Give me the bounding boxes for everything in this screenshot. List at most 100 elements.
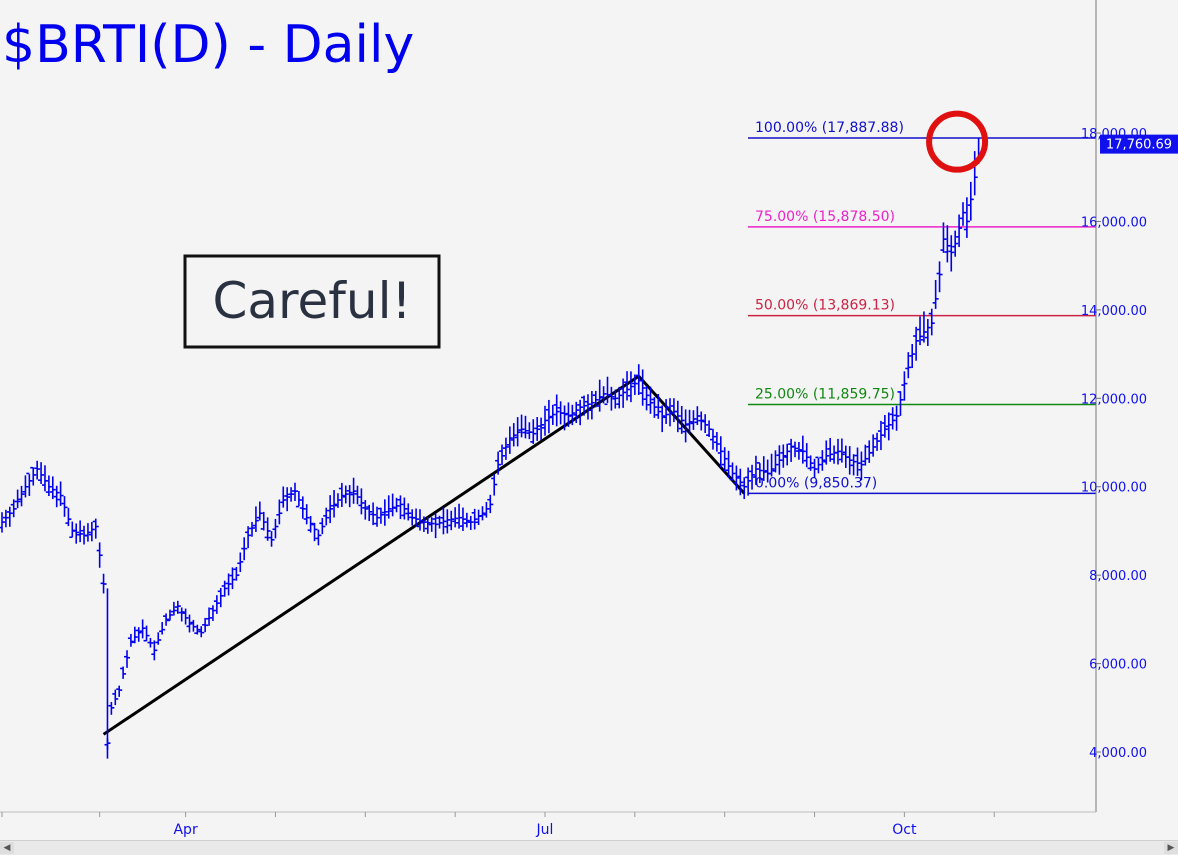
y-tick-label: 4,000.00 bbox=[1089, 746, 1147, 761]
ohlc-bar bbox=[170, 601, 177, 616]
ohlc-bar bbox=[448, 510, 455, 531]
ohlc-bar bbox=[940, 222, 947, 253]
ohlc-bar bbox=[862, 444, 869, 466]
ohlc-bar bbox=[202, 617, 209, 633]
ohlc-bar bbox=[53, 485, 60, 508]
ohlc-bar bbox=[280, 486, 287, 508]
ohlc-bar bbox=[530, 419, 537, 444]
ohlc-bar bbox=[854, 447, 861, 476]
ohlc-bar bbox=[663, 399, 670, 424]
highlight-circle bbox=[926, 110, 989, 173]
ohlc-bar bbox=[436, 515, 443, 529]
y-tick-label: 8,000.00 bbox=[1089, 569, 1147, 584]
ohlc-bar bbox=[881, 415, 888, 438]
axes: 4,000.00 6,000.00 8,000.00 10,000.00 12,000.… bbox=[0, 0, 1147, 838]
ohlc-bar bbox=[45, 475, 52, 496]
ohlc-bar bbox=[905, 352, 912, 379]
ohlc-bar bbox=[948, 235, 955, 272]
ohlc-bar bbox=[686, 409, 693, 434]
ohlc-bar bbox=[639, 369, 646, 406]
ohlc-bar bbox=[30, 466, 37, 486]
ohlc-bar bbox=[721, 447, 728, 472]
ohlc-bar bbox=[366, 504, 373, 522]
ohlc-bar bbox=[944, 225, 951, 263]
y-tick-label: 16,000.00 bbox=[1081, 215, 1147, 230]
ohlc-bar bbox=[131, 626, 138, 644]
ohlc-bar bbox=[135, 627, 142, 642]
ohlc-bar bbox=[725, 450, 732, 478]
ohlc-bar bbox=[784, 443, 791, 466]
ohlc-bar bbox=[471, 508, 478, 530]
ohlc-bar bbox=[245, 526, 252, 549]
ohlc-bar bbox=[592, 390, 599, 408]
y-tick-label: 14,000.00 bbox=[1081, 304, 1147, 319]
ohlc-bar bbox=[553, 394, 560, 427]
ohlc-bar bbox=[420, 516, 427, 532]
ohlc-bar bbox=[713, 432, 720, 452]
ohlc-bar bbox=[569, 404, 576, 426]
ohlc-bar bbox=[573, 401, 580, 424]
ohlc-bar bbox=[18, 485, 25, 507]
ohlc-bar bbox=[745, 467, 752, 496]
ohlc-bar bbox=[549, 404, 556, 425]
ohlc-bar bbox=[346, 485, 353, 508]
ohlc-bar bbox=[252, 506, 259, 532]
ohlc-bar bbox=[272, 518, 279, 539]
ohlc-bar bbox=[772, 450, 779, 473]
ohlc-bar bbox=[276, 499, 283, 525]
ohlc-bar bbox=[631, 374, 638, 395]
ohlc-bar bbox=[362, 499, 369, 520]
ohlc-bar bbox=[846, 446, 853, 475]
ohlc-bar bbox=[803, 443, 810, 468]
ohlc-bar bbox=[506, 426, 513, 454]
ohlc-bar bbox=[850, 454, 857, 476]
ohlc-bar bbox=[331, 490, 338, 518]
ohlc-bar bbox=[690, 410, 697, 430]
ohlc-bar bbox=[963, 197, 970, 238]
ohlc-bar bbox=[952, 230, 959, 257]
ohlc-bar bbox=[127, 633, 134, 647]
ohlc-bar bbox=[811, 458, 818, 479]
ohlc-bar bbox=[651, 397, 658, 418]
ohlc-bar bbox=[514, 417, 521, 447]
ohlc-bar bbox=[823, 440, 830, 465]
ohlc-bar bbox=[139, 619, 146, 639]
ohlc-bar bbox=[229, 567, 236, 590]
scroll-left-arrow-icon[interactable]: ◀ bbox=[0, 842, 14, 854]
ohlc-bar bbox=[600, 386, 607, 404]
ohlc-bar bbox=[545, 399, 552, 434]
ohlc-bar bbox=[10, 499, 17, 518]
ohlc-bar bbox=[6, 506, 13, 527]
ohlc-bar bbox=[819, 450, 826, 471]
ohlc-bar bbox=[588, 390, 595, 420]
ohlc-bar bbox=[456, 503, 463, 529]
ohlc-bar bbox=[163, 613, 170, 626]
horizontal-scrollbar[interactable]: ◀ ▶ bbox=[0, 840, 1178, 855]
ohlc-bar bbox=[182, 608, 189, 625]
ohlc-bar bbox=[49, 476, 56, 500]
ohlc-bar bbox=[518, 414, 525, 438]
ohlc-bar bbox=[827, 437, 834, 462]
ohlc-bar bbox=[147, 637, 154, 648]
ohlc-bar bbox=[620, 378, 627, 408]
ohlc-bar bbox=[706, 420, 713, 437]
ohlc-bar bbox=[928, 308, 935, 336]
ohlc-bar bbox=[116, 685, 123, 697]
ohlc-bar bbox=[155, 632, 162, 645]
ohlc-bar bbox=[467, 515, 474, 530]
ohlc-bar bbox=[319, 517, 326, 535]
scroll-right-arrow-icon[interactable]: ▶ bbox=[1164, 842, 1178, 854]
ohlc-bar bbox=[737, 468, 744, 496]
ohlc-bar bbox=[510, 423, 517, 447]
ohlc-bar bbox=[354, 485, 361, 505]
ohlc-bar bbox=[73, 523, 80, 544]
ohlc-bar bbox=[120, 666, 127, 679]
ohlc-bar bbox=[538, 417, 545, 441]
ohlc-bar bbox=[838, 438, 845, 463]
ohlc-bar bbox=[0, 512, 5, 533]
ohlc-bar bbox=[323, 507, 330, 526]
ohlc-bar bbox=[26, 472, 33, 496]
ohlc-bar bbox=[432, 512, 439, 539]
ohlc-bar bbox=[752, 455, 759, 485]
fib-level-label: 50.00% (13,869.13) bbox=[755, 298, 895, 314]
